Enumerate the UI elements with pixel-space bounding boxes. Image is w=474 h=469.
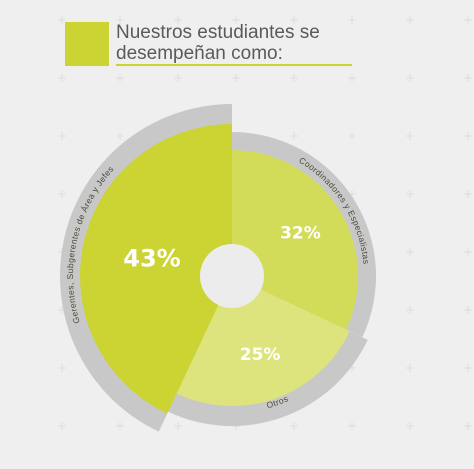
plus-mark — [174, 422, 182, 430]
plus-mark — [174, 16, 182, 24]
plus-mark — [464, 74, 472, 82]
plus-mark — [406, 422, 414, 430]
plus-mark — [174, 74, 182, 82]
plus-mark — [116, 16, 124, 24]
plus-mark — [464, 248, 472, 256]
plus-mark — [464, 190, 472, 198]
plus-mark — [406, 16, 414, 24]
plus-mark — [406, 306, 414, 314]
plus-mark — [406, 364, 414, 372]
plus-mark — [348, 132, 356, 140]
plus-mark — [116, 74, 124, 82]
plus-mark — [464, 132, 472, 140]
plus-mark — [348, 16, 356, 24]
pie-slice-2 — [176, 276, 350, 407]
plus-mark — [58, 74, 66, 82]
pie-slice-1 — [232, 150, 359, 330]
title-underline — [116, 64, 352, 66]
plus-mark — [464, 364, 472, 372]
plus-mark — [406, 248, 414, 256]
plus-mark — [290, 422, 298, 430]
plus-mark — [290, 16, 298, 24]
plus-mark — [58, 16, 66, 24]
pie-slice-3 — [80, 124, 232, 414]
plus-mark — [232, 74, 240, 82]
plus-mark — [464, 16, 472, 24]
pie-center-hole — [200, 244, 264, 308]
plus-mark — [406, 132, 414, 140]
plus-mark — [348, 74, 356, 82]
plus-mark — [406, 190, 414, 198]
plus-mark — [58, 190, 66, 198]
plus-mark — [58, 364, 66, 372]
plus-mark — [290, 74, 298, 82]
slice-value-label-3: 43% — [123, 245, 180, 273]
plus-mark — [464, 306, 472, 314]
plus-mark — [232, 16, 240, 24]
title-accent-block — [65, 22, 109, 66]
plus-mark — [58, 422, 66, 430]
plus-mark — [406, 74, 414, 82]
slice-value-label-1: 32% — [280, 224, 321, 244]
plus-mark — [290, 132, 298, 140]
plus-mark — [116, 132, 124, 140]
plus-mark — [348, 422, 356, 430]
chart-header: Nuestros estudiantes se desempeñan como: — [65, 22, 355, 68]
plus-mark — [464, 422, 472, 430]
chart-title: Nuestros estudiantes se desempeñan como: — [116, 22, 320, 64]
slice-value-label-2: 25% — [240, 345, 281, 365]
plus-mark — [116, 422, 124, 430]
plus-mark — [58, 132, 66, 140]
